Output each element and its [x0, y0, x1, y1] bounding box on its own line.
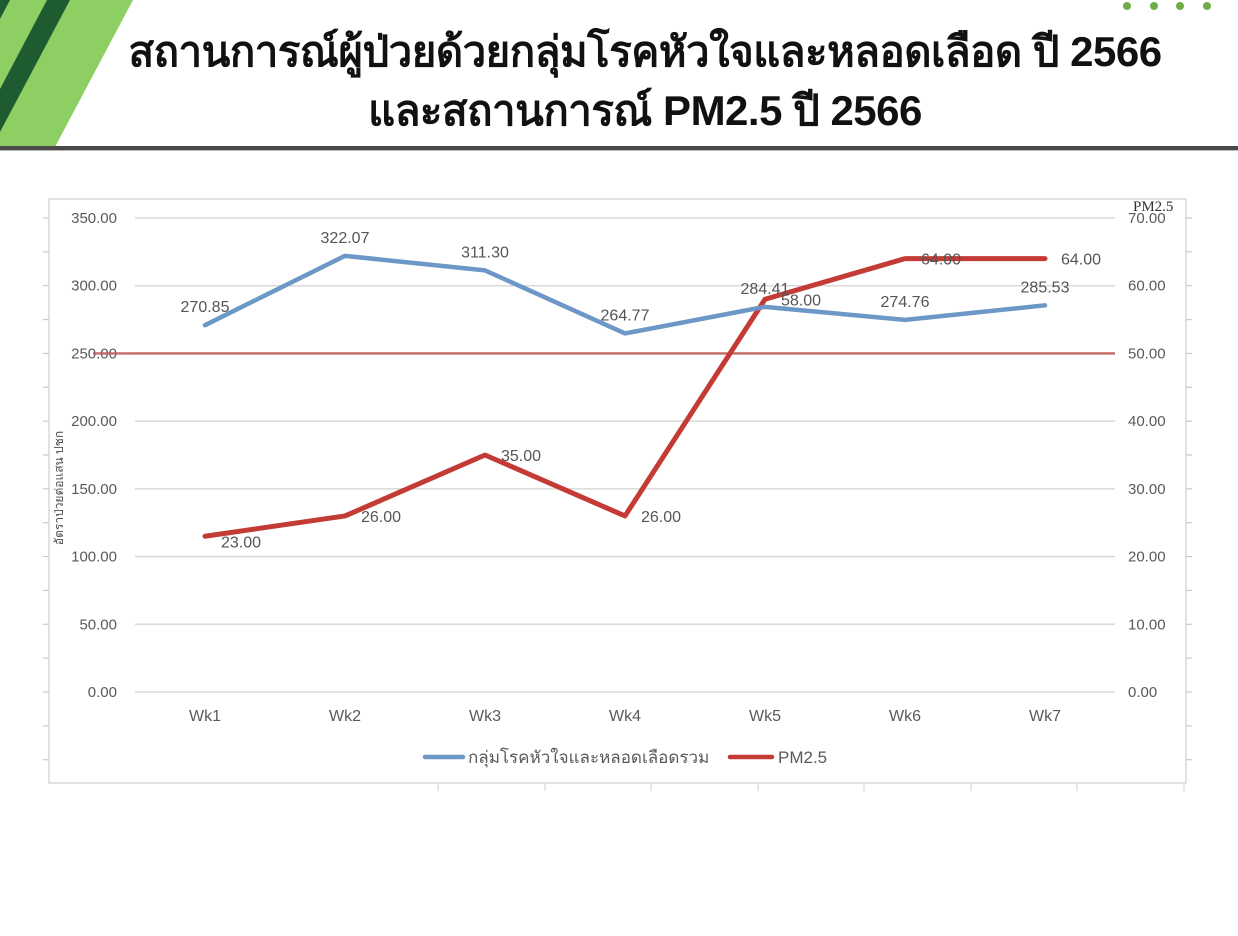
- right-axis-tick-label: 0.00: [1128, 684, 1157, 701]
- left-axis-tick-label: 0.00: [88, 684, 117, 701]
- category-label: Wk6: [889, 708, 921, 725]
- category-label: Wk2: [329, 708, 361, 725]
- cardio-data-label: 264.77: [601, 307, 650, 324]
- pm25-series-line: [202, 256, 1048, 539]
- cardio-series-line: [202, 253, 1048, 336]
- left-axis-tick-label: 300.00: [71, 278, 117, 295]
- right-axis-tick-label: 20.00: [1128, 549, 1166, 566]
- left-axis-title: อัตราป่วยต่อแสน ปชก: [52, 431, 66, 545]
- green-dot-icon: [1123, 2, 1131, 10]
- legend-label-pm25: PM2.5: [778, 748, 827, 767]
- pm25-data-label: 58.00: [781, 292, 821, 309]
- left-axis-tick-label: 150.00: [71, 481, 117, 498]
- category-label: Wk1: [189, 708, 221, 725]
- slide-title-line2: และสถานการณ์ PM2.5 ปี 2566: [368, 87, 922, 134]
- right-axis-title: PM2.5: [1133, 199, 1173, 215]
- right-axis-tick-label: 40.00: [1128, 413, 1166, 430]
- category-label: Wk7: [1029, 708, 1061, 725]
- left-axis-tick-label: 50.00: [79, 616, 117, 633]
- left-axis-tick-label: 350.00: [71, 210, 117, 227]
- green-dot-icon: [1202, 2, 1211, 10]
- pm25-data-label: 64.00: [921, 252, 961, 269]
- cardio-data-label: 274.76: [881, 294, 930, 311]
- corner-stripe-dark-small: [0, 0, 10, 19]
- category-label: Wk3: [469, 708, 501, 725]
- right-axis-tick-label: 70.00: [1128, 210, 1166, 227]
- right-axis-tick-label: 50.00: [1128, 345, 1166, 362]
- corner-decoration: [0, 0, 133, 147]
- pm25-data-label: 26.00: [361, 509, 401, 526]
- green-dot-icon: [1176, 2, 1184, 10]
- left-axis-tick-label: 200.00: [71, 413, 117, 430]
- title-divider: [0, 146, 1238, 151]
- green-dot-icon: [1149, 2, 1158, 10]
- pm25-data-label: 64.00: [1061, 252, 1101, 269]
- right-axis-tick-label: 60.00: [1128, 278, 1166, 295]
- cardio-data-label: 311.30: [461, 244, 509, 261]
- corner-stripe-dark-large: [0, 0, 70, 132]
- pm25-data-label: 23.00: [221, 534, 261, 551]
- left-axis-tick-label: 100.00: [71, 549, 117, 566]
- slide-title-line1: สถานการณ์ผู้ป่วยด้วยกลุ่มโรคหัวใจและหลอด…: [128, 28, 1162, 75]
- chart-border: [48, 198, 1187, 784]
- category-label: Wk5: [749, 708, 781, 725]
- slide-title: สถานการณ์ผู้ป่วยด้วยกลุ่มโรคหัวใจและหลอด…: [52, 22, 1238, 140]
- legend-label-cardio: กลุ่มโรคหัวใจและหลอดเลือดรวม: [468, 747, 709, 768]
- cardio-data-label: 270.85: [181, 299, 230, 316]
- pm25-data-label: 35.00: [501, 448, 541, 465]
- pm25-data-label: 26.00: [641, 509, 681, 526]
- cardio-data-label: 285.53: [1021, 279, 1070, 296]
- category-label: Wk4: [609, 708, 641, 725]
- cardio-data-label: 284.41: [741, 281, 790, 298]
- cardio-data-label: 322.07: [321, 230, 370, 247]
- right-axis-tick-label: 30.00: [1128, 481, 1166, 498]
- right-axis-tick-label: 10.00: [1128, 616, 1166, 633]
